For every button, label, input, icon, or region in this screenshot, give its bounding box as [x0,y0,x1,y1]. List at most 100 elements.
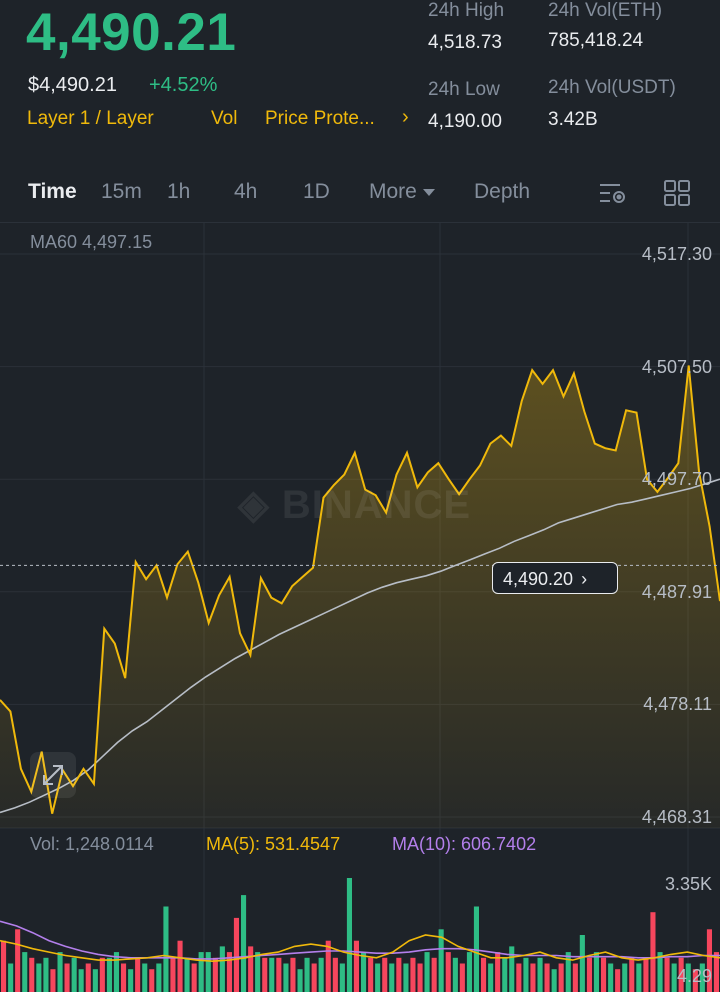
volume-bar [304,957,310,992]
tag-layer1[interactable]: Layer 1 / Layer [27,108,154,129]
volume-bar [248,946,254,992]
change-percent: +4.52% [149,74,218,96]
volume-bar [396,957,402,992]
volume-bar [516,963,522,992]
tab-4h[interactable]: 4h [234,180,258,203]
volume-ma5-label: MA(5): 531.4547 [206,834,341,854]
volume-bar [346,878,352,992]
volume-bar [699,963,705,992]
volume-bar [339,963,345,992]
ma60-label: MA60 4,497.15 [30,232,153,252]
volume-bar [78,969,84,992]
volume-bar [85,963,91,992]
volume-bar [643,957,649,992]
indicator-settings-icon[interactable] [598,180,630,208]
tag-price-protection[interactable]: Price Prote... [265,108,375,129]
chevron-right-icon[interactable]: › [402,106,409,128]
volume-bar [650,912,656,992]
volume-bar [226,952,232,992]
volume-bar [389,963,395,992]
current-price-tag[interactable]: 4,490.20 › [492,562,618,594]
last-price: 4,490.21 [26,3,237,62]
volume-bar [466,952,472,992]
tab-more-label: More [369,180,417,203]
tab-1d[interactable]: 1D [303,180,330,203]
volume-bar [481,957,487,992]
volume-bar [332,957,338,992]
volume-bar [177,940,183,992]
volume-bar [601,957,607,992]
volume-bar [664,957,670,992]
volume-bar [502,957,508,992]
volume-bar [290,957,296,992]
y-tick-label: 4,507.50 [641,356,712,377]
volume-bar [353,940,359,992]
stat-high-label: 24h High [428,0,505,21]
volume-bar [622,963,628,992]
expand-button[interactable] [30,752,76,798]
volume-bar [219,946,225,992]
volume-bar [473,906,479,992]
y-tick-label: 4,468.31 [641,807,712,827]
volume-bar [431,957,437,992]
volume-label: Vol: 1,248.0114 [30,834,154,854]
grid-layout-icon[interactable] [663,179,691,207]
tab-15m[interactable]: 15m [101,180,142,203]
volume-bar [544,963,550,992]
volume-bar [276,957,282,992]
usd-price: $4,490.21 [28,74,117,96]
volume-bar [170,957,176,992]
volume-bar [459,963,465,992]
tab-depth[interactable]: Depth [474,180,531,203]
tab-time[interactable]: Time [28,180,77,203]
y-tick-label: 4,497.70 [641,469,712,490]
volume-bar [678,957,684,992]
volume-bar [64,963,70,992]
volume-bar [8,963,14,992]
volume-bar [29,957,35,992]
volume-bar [636,963,642,992]
y-tick-label: 4,478.11 [643,694,712,715]
volume-bar [15,929,21,992]
volume-bar [262,957,268,992]
stat-vol-eth-value: 785,418.24 [548,30,644,51]
ma60-line [0,478,720,814]
volume-bar [22,952,28,992]
volume-bar [615,969,621,992]
price-chart[interactable] [0,222,720,992]
volume-bar [212,957,218,992]
volume-bar [255,952,261,992]
tab-more[interactable]: More [369,180,435,204]
divider [0,222,720,223]
y-tick-label: 4,487.91 [641,581,712,602]
volume-bar [410,957,416,992]
stat-vol-usdt-label: 24h Vol(USDT) [548,77,676,98]
volume-bar [318,957,324,992]
watermark: ◈ BINANCE [238,483,472,527]
volume-bar [445,952,451,992]
volume-bar [438,929,444,992]
volume-bar [572,963,578,992]
volume-bar [657,952,663,992]
volume-bar [92,969,98,992]
volume-bar [233,917,239,992]
volume-bar [382,957,388,992]
volume-bar [311,963,317,992]
volume-bar [36,963,42,992]
volume-bar [361,952,367,992]
volume-bar [586,957,592,992]
volume-bar [368,957,374,992]
volume-bar [685,963,691,992]
tab-1h[interactable]: 1h [167,180,191,203]
volume-bar [706,929,712,992]
stat-high-value: 4,518.73 [428,32,502,53]
volume-bar [149,969,155,992]
tag-vol[interactable]: Vol [211,108,238,129]
volume-bar [375,963,381,992]
volume-bar [424,952,430,992]
volume-bar [692,969,698,992]
volume-bar [113,952,119,992]
volume-bar [142,963,148,992]
volume-bar [1,940,7,992]
volume-ma10-label: MA(10): 606.7402 [392,834,537,854]
